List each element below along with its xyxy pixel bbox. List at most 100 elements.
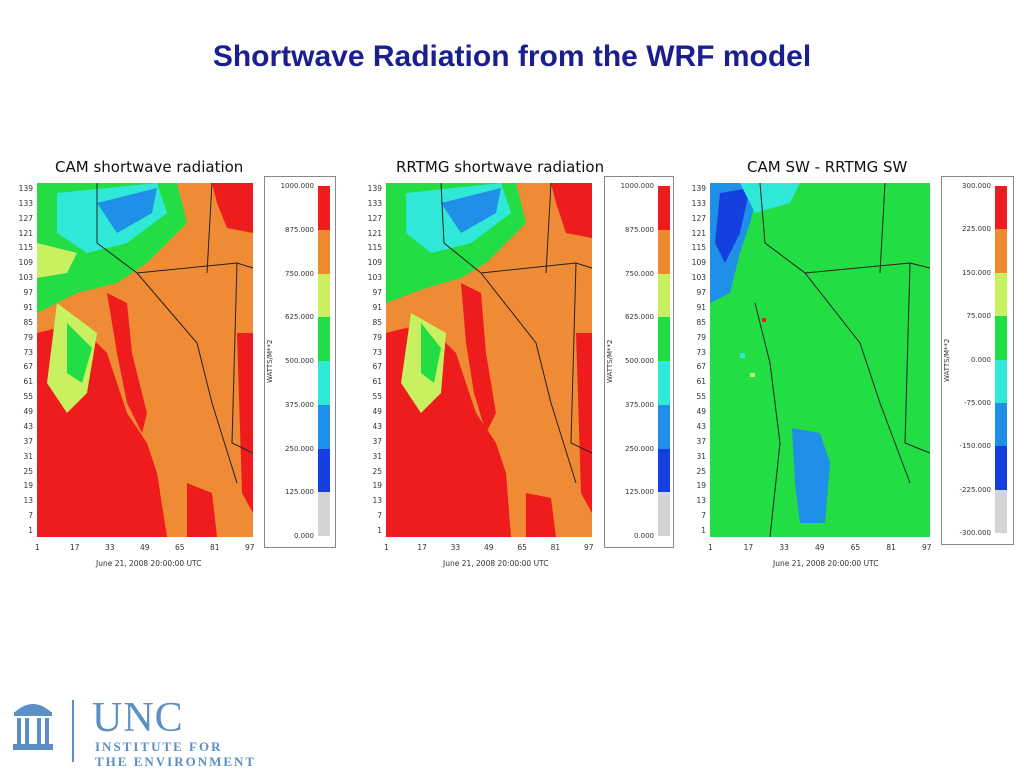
panel-2-title: RRTMG shortwave radiation <box>396 158 605 176</box>
y-tick-label: 139 <box>18 184 33 193</box>
legend-value: -225.000 <box>959 485 991 494</box>
legend-swatch <box>318 404 330 449</box>
y-tick-label: 1 <box>701 526 706 535</box>
legend-value: 625.000 <box>285 313 314 322</box>
legend-swatch <box>995 446 1007 490</box>
y-tick-label: 121 <box>691 228 706 238</box>
y-tick-label: 25 <box>23 466 33 476</box>
y-tick-label: 67 <box>372 362 382 372</box>
old-well-logo <box>12 696 54 752</box>
y-tick-label: 139 <box>367 184 382 193</box>
y-tick-label: 25 <box>696 466 706 476</box>
y-tick-label: 43 <box>696 421 706 431</box>
legend-value: 225.000 <box>962 225 991 234</box>
legend-value: 0.000 <box>970 355 991 364</box>
y-tick-label: 139 <box>691 184 706 193</box>
legend-swatch <box>995 186 1007 230</box>
y-tick-label: 103 <box>18 273 33 283</box>
x-tick-label: 33 <box>105 543 115 552</box>
y-tick-label: 13 <box>696 496 706 506</box>
x-tick-label: 97 <box>584 543 594 552</box>
y-tick-label: 25 <box>372 466 382 476</box>
x-tick-label: 49 <box>484 543 494 552</box>
y-tick-label: 73 <box>23 347 33 357</box>
legend-value: 875.000 <box>285 225 314 234</box>
legend-units: WATTS/M**2 <box>266 339 274 383</box>
y-tick-label: 115 <box>18 243 33 253</box>
y-tick-label: 73 <box>696 347 706 357</box>
legend-swatch <box>995 229 1007 273</box>
legend-value: 125.000 <box>285 488 314 497</box>
y-tick-label: 103 <box>367 273 382 283</box>
y-tick-label: 97 <box>23 288 33 298</box>
legend-units: WATTS/M**2 <box>943 337 951 382</box>
y-tick-label: 13 <box>23 496 33 506</box>
legend-swatch <box>318 229 330 274</box>
panel-3-title: CAM SW - RRTMG SW <box>747 158 908 176</box>
legend-units: WATTS/M**2 <box>606 339 614 383</box>
y-tick-label: 49 <box>372 407 382 417</box>
y-tick-label: 127 <box>691 213 706 223</box>
y-tick-label: 1 <box>377 526 382 535</box>
x-tick-label: 17 <box>70 543 80 552</box>
x-tick-label: 1 <box>708 543 713 552</box>
legend-value: 750.000 <box>285 269 314 278</box>
legend-value: 75.000 <box>966 312 992 321</box>
legend-value: 300.000 <box>962 182 991 190</box>
logo-line-1: INSTITUTE FOR <box>95 739 223 754</box>
legend-value: 125.000 <box>625 488 654 497</box>
y-tick-label: 103 <box>691 273 706 283</box>
x-tick-label: 49 <box>140 543 150 552</box>
legend-swatch <box>995 272 1007 317</box>
legend-value: -300.000 <box>959 529 991 537</box>
y-tick-label: 79 <box>696 332 706 342</box>
y-tick-label: 109 <box>18 258 33 268</box>
legend-swatch <box>658 361 670 405</box>
legend-value: 500.000 <box>285 357 314 365</box>
y-tick-label: 67 <box>696 362 706 372</box>
legend-swatch <box>658 448 670 493</box>
legend-swatch <box>318 186 330 230</box>
y-tick-label: 79 <box>23 332 33 342</box>
x-tick-label: 17 <box>743 543 754 552</box>
logo-divider <box>72 700 74 762</box>
y-tick-label: 67 <box>23 362 33 372</box>
legend-value: 500.000 <box>625 357 654 365</box>
x-tick-label: 97 <box>245 543 255 552</box>
x-tick-label: 17 <box>417 543 427 552</box>
y-tick-label: 73 <box>372 347 382 357</box>
legend-swatch <box>995 402 1007 447</box>
y-tick-label: 37 <box>23 436 33 446</box>
y-tick-label: 43 <box>23 421 33 431</box>
x-tick-label: 33 <box>450 543 461 552</box>
legend-value: 875.000 <box>625 225 654 234</box>
x-tick-label: 65 <box>175 543 185 552</box>
legend-swatch <box>658 273 670 318</box>
y-tick-label: 19 <box>696 481 706 491</box>
x-tick-label: 97 <box>922 543 932 552</box>
y-tick-label: 133 <box>367 198 382 208</box>
y-tick-label: 55 <box>372 392 382 402</box>
y-tick-label: 109 <box>691 258 706 268</box>
y-tick-label: 7 <box>28 511 33 521</box>
y-tick-label: 19 <box>23 481 33 491</box>
panel-1-map <box>37 183 253 537</box>
x-tick-label: 49 <box>815 543 825 552</box>
y-tick-label: 127 <box>18 213 33 223</box>
y-tick-label: 133 <box>691 198 706 208</box>
panel-3-date: June 21, 2008 20:00:00 UTC <box>773 559 879 568</box>
y-tick-label: 115 <box>691 243 706 253</box>
x-tick-label: 81 <box>886 543 896 552</box>
x-tick-label: 81 <box>550 543 561 552</box>
y-tick-label: 97 <box>372 288 382 298</box>
y-tick-label: 85 <box>372 317 382 327</box>
y-tick-label: 61 <box>23 377 33 387</box>
legend-swatch <box>658 404 670 449</box>
y-tick-label: 91 <box>23 302 33 312</box>
y-tick-label: 85 <box>696 317 706 327</box>
panel-1-title: CAM shortwave radiation <box>55 158 244 176</box>
y-tick-label: 37 <box>696 436 706 446</box>
legend-swatch <box>318 361 330 405</box>
legend-value: 150.000 <box>962 268 991 277</box>
y-tick-label: 55 <box>23 392 33 402</box>
